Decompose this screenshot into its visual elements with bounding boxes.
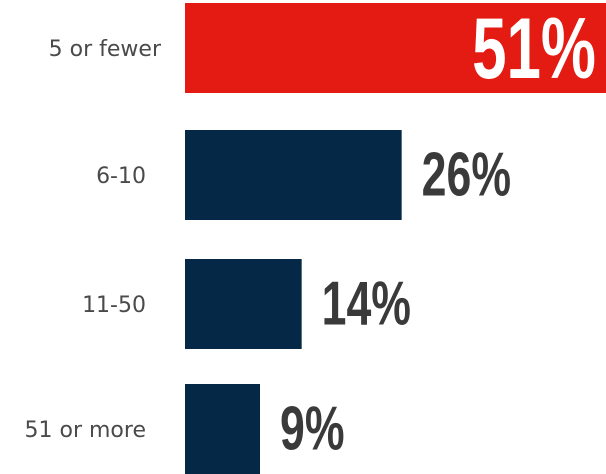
- bar: [185, 259, 302, 349]
- value-label: 9%: [280, 395, 345, 464]
- category-label: 6-10: [96, 164, 146, 189]
- bar: [185, 130, 402, 220]
- value-label: 14%: [322, 270, 411, 339]
- category-label: 5 or fewer: [49, 37, 162, 62]
- bar: [185, 3, 606, 93]
- category-label: 51 or more: [25, 418, 146, 443]
- bar: [185, 384, 260, 474]
- value-label: 51%: [472, 0, 596, 96]
- category-label: 11-50: [82, 293, 146, 318]
- value-label: 26%: [422, 141, 511, 210]
